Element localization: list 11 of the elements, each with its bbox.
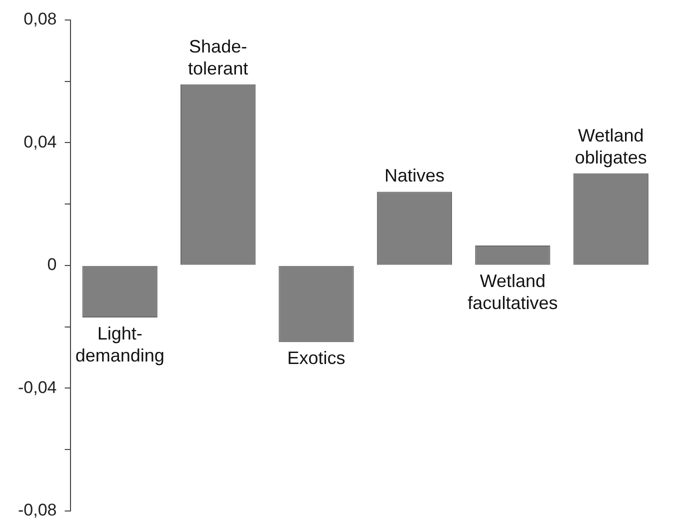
y-tick-label: 0,08	[24, 10, 57, 29]
x-tick-label: Light-demanding	[75, 324, 164, 366]
y-tick-label: 0	[47, 255, 57, 274]
y-tick-label: -0,04	[18, 378, 57, 397]
x-tick-label: Wetland facultatives	[468, 270, 558, 313]
y-tick-label: 0,04	[24, 132, 57, 152]
x-tick-label: Shade-tolerant	[188, 36, 248, 78]
y-tick-label: -0,08	[18, 500, 57, 520]
x-tick-label: Wetland obligates	[574, 125, 647, 168]
x-tick-label: Exotics	[287, 348, 346, 368]
x-tick-label: Natives	[384, 166, 444, 186]
